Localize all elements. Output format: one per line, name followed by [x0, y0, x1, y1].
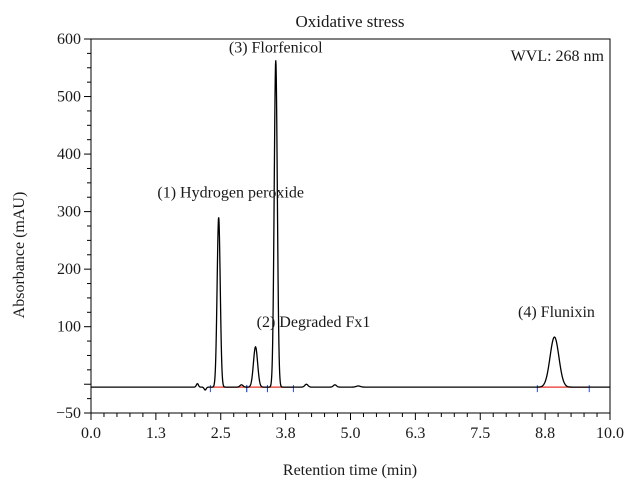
- x-tick-label: 10.0: [596, 425, 624, 442]
- y-tick-label: 200: [57, 261, 81, 278]
- chromatogram-trace: [91, 60, 610, 391]
- integration-baselines: [209, 385, 590, 393]
- y-tick-label: 100: [57, 319, 81, 336]
- y-axis-label: Absorbance (mAU): [11, 192, 28, 319]
- x-tick-label: 0.0: [81, 425, 101, 442]
- y-tick-label: 500: [57, 89, 81, 106]
- x-tick-label: 6.3: [405, 425, 425, 442]
- x-tick-label: 1.3: [146, 425, 166, 442]
- chart-title: Oxidative stress: [295, 12, 404, 31]
- x-tick-label: 5.0: [341, 425, 361, 442]
- x-axis-label: Retention time (min): [283, 462, 417, 479]
- peak-label: (2) Degraded Fx1: [257, 314, 371, 331]
- y-tick-label: −50: [56, 405, 81, 422]
- peak-annotations: (1) Hydrogen peroxide (2) Degraded Fx1 (3)…: [157, 39, 595, 331]
- wavelength-label: WVL: 268 nm: [511, 48, 605, 65]
- axes: 0.0 1.3 2.5 3.8 5.0 6.3 7.5 8.8 10.0 −50 100 200 300…: [56, 31, 624, 442]
- plot-frame: [90, 38, 611, 414]
- y-tick-label: 400: [57, 146, 81, 163]
- peak-label: (1) Hydrogen peroxide: [157, 184, 304, 201]
- peak-label: (3) Florfenicol: [229, 39, 323, 56]
- y-tick-label: 300: [57, 204, 81, 221]
- x-tick-label: 8.8: [535, 425, 555, 442]
- x-tick-label: 3.8: [276, 425, 296, 442]
- peak-label: (4) Flunixin: [518, 304, 595, 321]
- x-tick-label: 7.5: [470, 425, 490, 442]
- y-tick-label: 600: [57, 31, 81, 48]
- x-tick-label: 2.5: [211, 425, 231, 442]
